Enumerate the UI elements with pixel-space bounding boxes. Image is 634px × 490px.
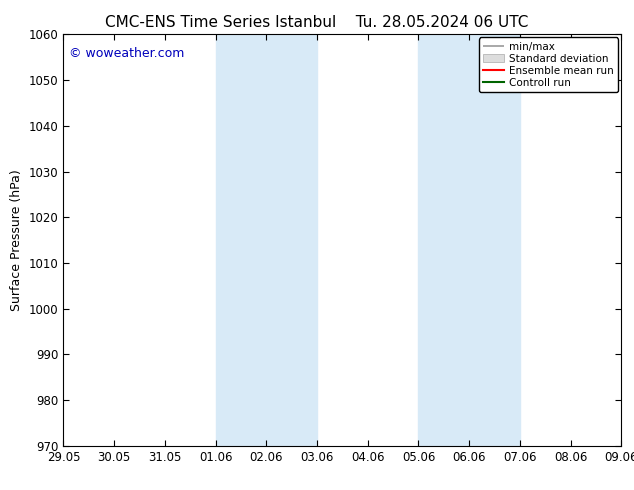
Text: © woweather.com: © woweather.com [69, 47, 184, 60]
Text: CMC-ENS Time Series Istanbul    Tu. 28.05.2024 06 UTC: CMC-ENS Time Series Istanbul Tu. 28.05.2… [105, 15, 529, 30]
Legend: min/max, Standard deviation, Ensemble mean run, Controll run: min/max, Standard deviation, Ensemble me… [479, 37, 618, 92]
Bar [216, 34, 317, 446]
Y-axis label: Surface Pressure (hPa): Surface Pressure (hPa) [10, 169, 23, 311]
Bar [418, 34, 520, 446]
